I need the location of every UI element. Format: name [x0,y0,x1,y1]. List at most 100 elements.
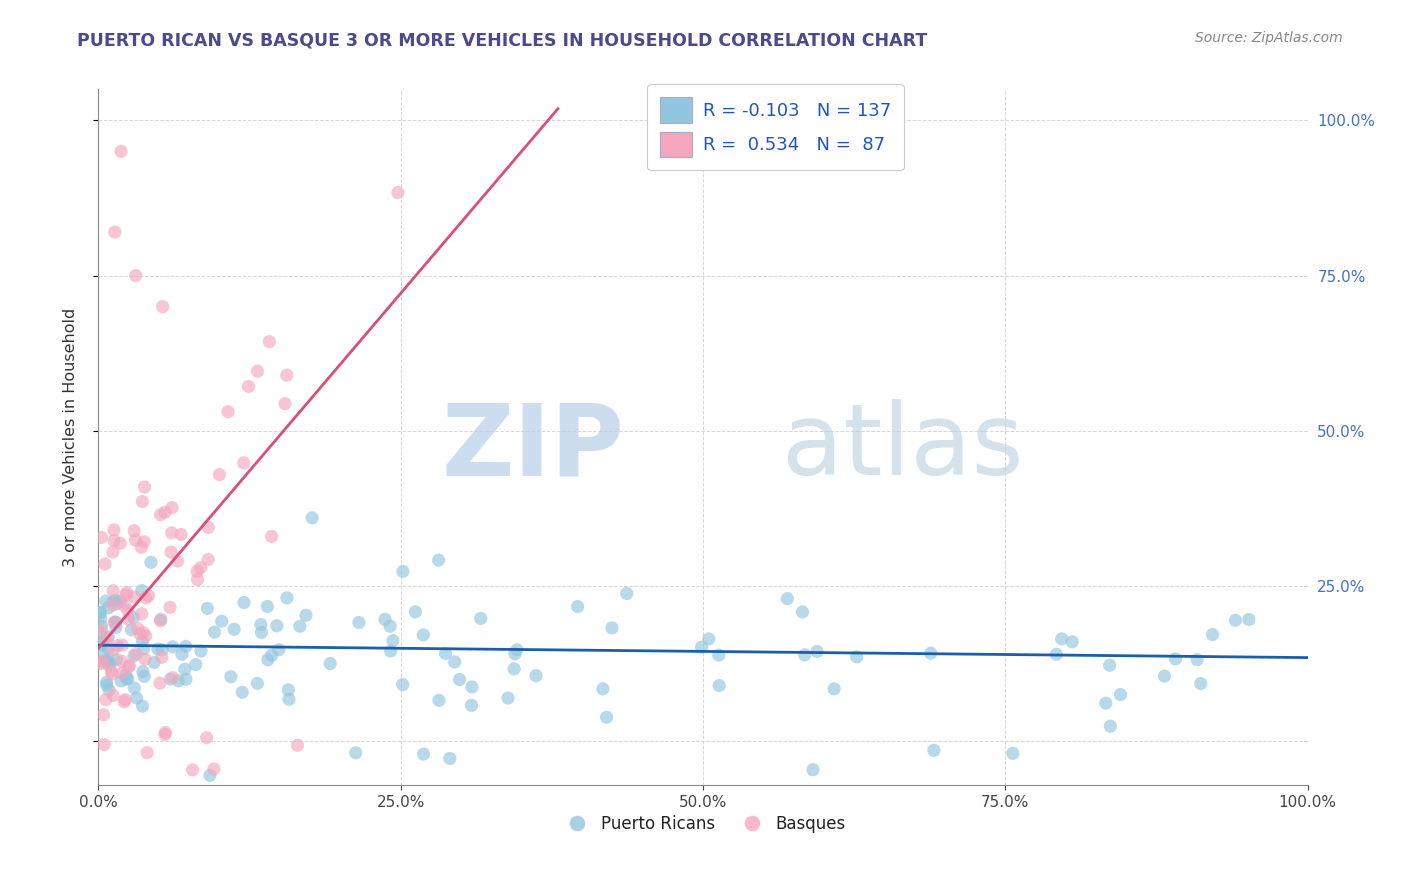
Point [1099,719,1122,733]
Point [131,541,153,555]
Point [449,673,471,687]
Point [412,628,434,642]
Point [115,672,138,686]
Point [131,699,153,714]
Point [197,552,219,566]
Point [104,593,127,607]
Point [616,586,638,600]
Point [132,641,155,656]
Text: ZIP: ZIP [441,399,624,496]
Point [600,621,623,635]
Point [136,746,159,760]
Point [122,610,145,624]
Point [503,647,526,661]
Point [470,611,492,625]
Point [391,678,413,692]
Point [110,594,132,608]
Point [792,605,814,619]
Point [170,527,193,541]
Point [1094,696,1116,710]
Point [112,695,135,709]
Point [121,623,143,637]
Point [90,657,112,671]
Point [160,545,183,559]
Point [100,664,122,678]
Point [107,639,129,653]
Point [460,698,482,713]
Point [94,692,117,706]
Point [101,545,124,559]
Point [184,657,207,672]
Point [104,225,127,239]
Point [197,520,219,534]
Point [152,300,174,314]
Point [202,762,225,776]
Point [801,763,824,777]
Point [149,612,172,626]
Point [920,646,942,660]
Point [231,685,253,699]
Point [793,648,815,662]
Point [249,617,271,632]
Point [93,654,115,668]
Point [427,693,450,707]
Point [90,619,112,633]
Point [217,405,239,419]
Point [159,600,181,615]
Point [89,606,111,620]
Point [90,606,112,620]
Point [112,598,135,612]
Point [1164,652,1187,666]
Point [166,554,188,568]
Point [111,638,134,652]
Point [134,669,156,683]
Point [208,467,231,482]
Point [153,505,176,519]
Y-axis label: 3 or more Vehicles in Household: 3 or more Vehicles in Household [63,308,77,566]
Point [131,607,153,621]
Point [295,608,318,623]
Point [1201,627,1223,641]
Point [198,768,221,782]
Point [392,565,415,579]
Point [344,746,367,760]
Point [776,591,799,606]
Point [1185,652,1208,666]
Point [117,672,139,686]
Point [101,599,124,613]
Point [115,588,138,602]
Point [378,619,401,633]
Point [127,622,149,636]
Point [1189,676,1212,690]
Point [107,596,129,610]
Point [98,656,121,670]
Point [443,655,465,669]
Point [238,379,260,393]
Point [181,763,204,777]
Point [125,268,148,283]
Point [134,480,156,494]
Point [347,615,370,630]
Point [114,692,136,706]
Point [381,633,404,648]
Point [131,583,153,598]
Point [434,647,457,661]
Point [524,668,547,682]
Point [233,596,256,610]
Point [110,536,132,550]
Point [219,670,242,684]
Point [96,654,118,668]
Point [91,655,114,669]
Point [174,673,197,687]
Point [149,508,172,522]
Point [129,627,152,641]
Point [190,560,212,574]
Point [150,643,173,657]
Point [1062,634,1084,648]
Point [697,632,720,646]
Point [89,625,111,640]
Point [250,625,273,640]
Point [186,564,208,578]
Point [160,525,183,540]
Point [259,334,281,349]
